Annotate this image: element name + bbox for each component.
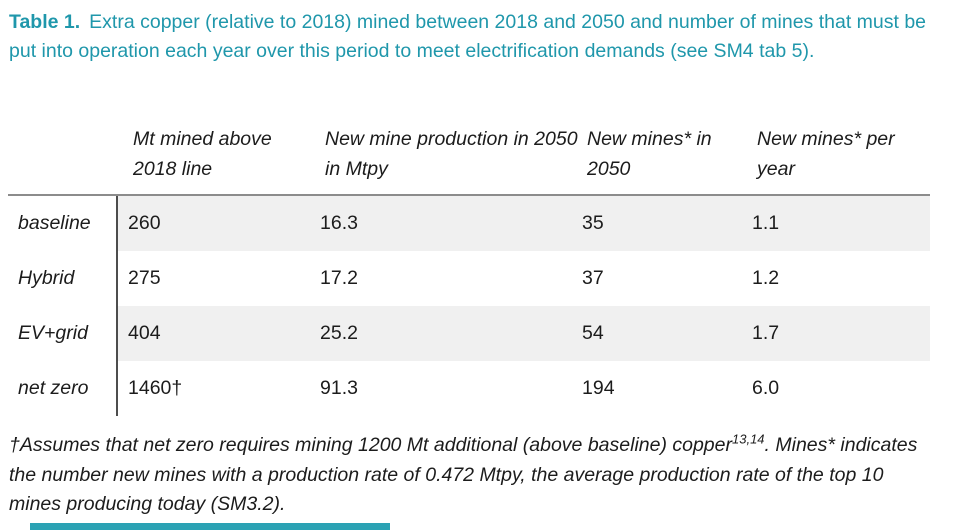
table-cell: 25.2 — [320, 322, 358, 344]
column-header-mt-mined: Mt mined above 2018 line — [133, 128, 272, 180]
row-label: Hybrid — [8, 251, 118, 306]
table-cell: 1.7 — [752, 322, 780, 344]
table-cell: 16.3 — [320, 212, 358, 234]
table-cell: 35 — [582, 212, 604, 234]
row-values: 260 16.3 35 1.1 — [118, 196, 930, 251]
table-cell: 260 — [128, 212, 161, 234]
row-values: 275 17.2 37 1.2 — [118, 251, 930, 306]
table-cell: 275 — [128, 267, 161, 289]
row-label: net zero — [8, 361, 118, 416]
footnote-text-2: . Mines* indicates the number new mines … — [9, 434, 918, 515]
table-cell: 37 — [582, 267, 604, 289]
row-label: baseline — [8, 196, 118, 251]
table-cell: 1.2 — [752, 267, 780, 289]
teal-accent-bar — [30, 523, 390, 530]
table-cell: 17.2 — [320, 267, 358, 289]
column-header-new-mines-2050: New mines* in 2050 — [587, 128, 712, 180]
row-label: EV+grid — [8, 306, 118, 361]
row-values: 404 25.2 54 1.7 — [118, 306, 930, 361]
table-row: Hybrid 275 17.2 37 1.2 — [8, 251, 930, 306]
table-cell: 6.0 — [752, 377, 780, 399]
footnote-text-1: †Assumes that net zero requires mining 1… — [9, 434, 732, 456]
table-caption: Table 1. Extra copper (relative to 2018) … — [9, 8, 949, 65]
table-cell: 194 — [582, 377, 615, 399]
table-row: net zero 1460† 91.3 194 6.0 — [8, 361, 930, 416]
table-cell: 1460† — [128, 377, 183, 399]
table-cell: 404 — [128, 322, 161, 344]
table-body: baseline 260 16.3 35 1.1 Hybrid 275 17.2… — [8, 194, 930, 416]
table-caption-number: Table 1. — [9, 11, 81, 33]
row-values: 1460† 91.3 194 6.0 — [118, 361, 930, 416]
table-cell: 1.1 — [752, 212, 780, 234]
column-header-new-mine-production: New mine production in 2050 in Mtpy — [325, 128, 578, 180]
table-cell: 91.3 — [320, 377, 358, 399]
table-caption-text: Extra copper (relative to 2018) mined be… — [9, 11, 927, 62]
table-footnote: †Assumes that net zero requires mining 1… — [9, 431, 921, 520]
column-header-new-mines-per-year: New mines* per year — [757, 128, 895, 180]
table-cell: 54 — [582, 322, 604, 344]
table-row: baseline 260 16.3 35 1.1 — [8, 196, 930, 251]
table-header-row: Mt mined above 2018 line New mine produc… — [133, 124, 935, 184]
table-row: EV+grid 404 25.2 54 1.7 — [8, 306, 930, 361]
footnote-reference-superscript: 13,14 — [732, 431, 765, 447]
